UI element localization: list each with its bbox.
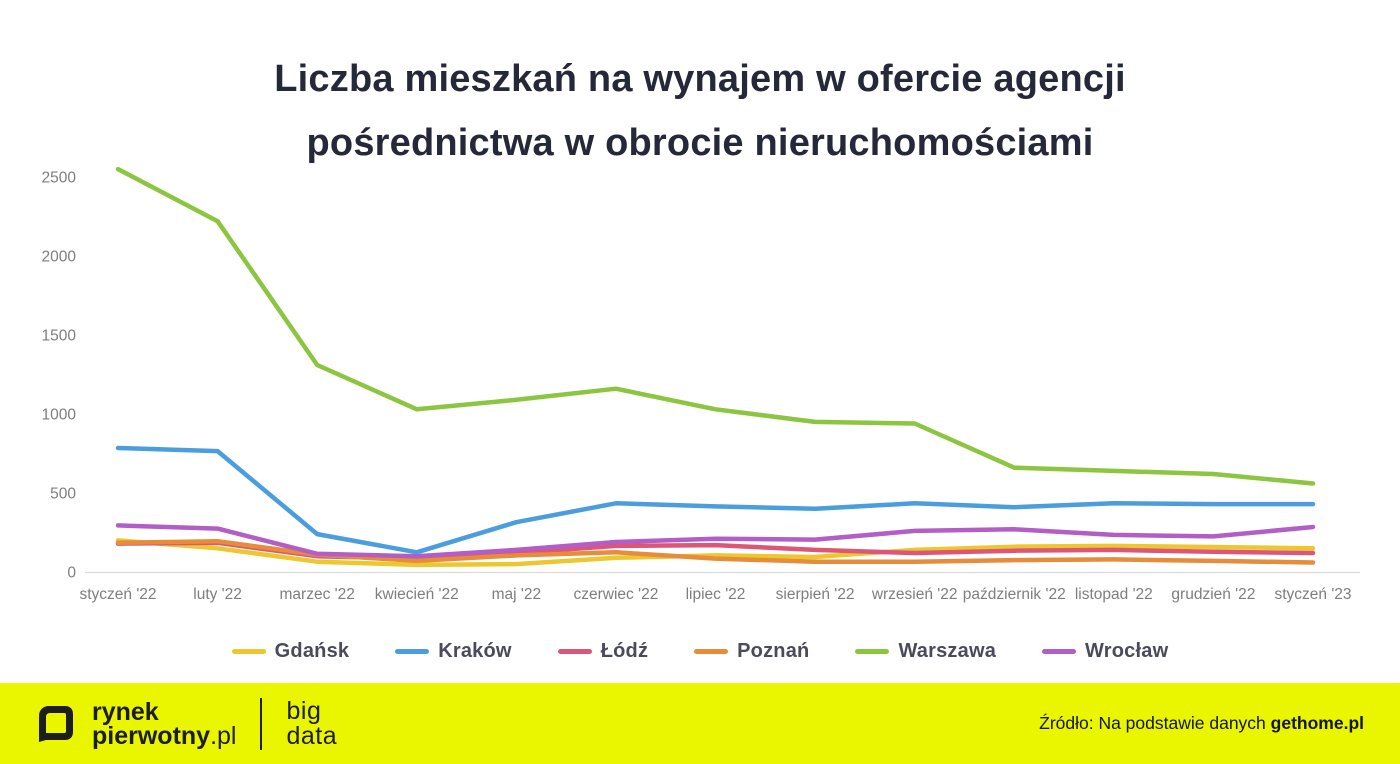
legend-swatch [694,649,729,654]
page-title: Liczba mieszkań na wynajem w ofercie age… [0,47,1400,175]
y-tick-label: 2000 [42,249,77,266]
x-tick-label: listopad '22 [1075,586,1153,603]
legend-label: Kraków [438,640,512,662]
x-tick-label: październik '22 [963,586,1066,603]
source-prefix: Źródło: Na podstawie danych [1039,713,1271,733]
brand-logo-group: rynek pierwotny.pl big data [38,696,338,750]
x-tick-label: wrzesień '22 [871,586,958,603]
line-chart: 0 500 1000 1500 2000 2500 styczeń '22 luty '22 m… [0,140,1400,610]
legend: Gdańsk Kraków Łódź Poznań Warszawa Wrocław [0,640,1400,663]
legend-label: Wrocław [1085,640,1169,662]
logo-pl-suffix: .pl [210,721,237,750]
logo-line1: rynek [92,697,159,726]
legend-label: Łódź [600,640,649,662]
legend-item-gdańsk: Gdańsk [231,640,350,663]
legend-label: Poznań [737,640,810,662]
rynek-pierwotny-logo-icon [38,705,74,743]
y-tick-label: 500 [50,486,76,503]
x-tick-label: styczeń '23 [1274,586,1351,603]
series-line-gdańsk [115,538,1316,568]
legend-swatch [231,649,266,654]
source-note: Źródło: Na podstawie danych gethome.pl [1039,713,1364,734]
bigdata-line1: big [286,696,322,725]
x-tick-label: kwiecień '22 [375,586,459,603]
legend-label: Warszawa [898,640,997,662]
legend-item-warszawa: Warszawa [855,640,996,663]
logo-line2: pierwotny.pl [92,721,237,750]
page-title-line2: pośrednictwa w obrocie nieruchomościami [306,122,1094,165]
legend-item-łódź: Łódź [557,640,649,663]
legend-swatch [557,649,592,654]
x-tick-label: grudzień '22 [1171,586,1255,603]
page-title-line1: Liczba mieszkań na wynajem w ofercie age… [274,58,1126,101]
series-line-kraków [115,445,1316,555]
legend-item-wrocław: Wrocław [1042,640,1168,663]
line-chart-svg: 0 500 1000 1500 2000 2500 styczeń '22 luty '22 m… [42,166,1360,603]
x-tick-label: maj '22 [492,586,541,603]
legend-swatch [1042,649,1077,654]
y-tick-label: 2500 [42,170,77,187]
legend-label: Gdańsk [274,640,350,662]
x-tick-label: czerwiec '22 [574,586,659,603]
bigdata-line2: data [286,721,338,750]
x-tick-label: lipiec '22 [686,586,746,603]
x-tick-label: styczeń '22 [79,586,156,603]
source-site: gethome.pl [1270,713,1364,733]
y-tick-label: 0 [67,565,76,582]
x-tick-label: luty '22 [193,586,242,603]
x-tick-label: marzec '22 [280,586,355,603]
rynek-pierwotny-wordmark: rynek pierwotny.pl [92,697,237,750]
legend-item-kraków: Kraków [395,640,511,663]
x-tick-label: sierpień '22 [776,586,855,603]
logo-divider [260,697,263,750]
y-tick-label: 1500 [42,328,77,345]
series-line-warszawa [115,166,1316,486]
legend-swatch [395,649,430,654]
big-data-wordmark: big data [286,696,338,750]
legend-swatch [855,649,890,654]
series-line-wrocław [115,523,1316,559]
footer-bar: rynek pierwotny.pl big data Źródło: Na p… [0,683,1400,764]
legend-item-poznań: Poznań [694,640,809,663]
y-tick-label: 1000 [42,407,77,424]
